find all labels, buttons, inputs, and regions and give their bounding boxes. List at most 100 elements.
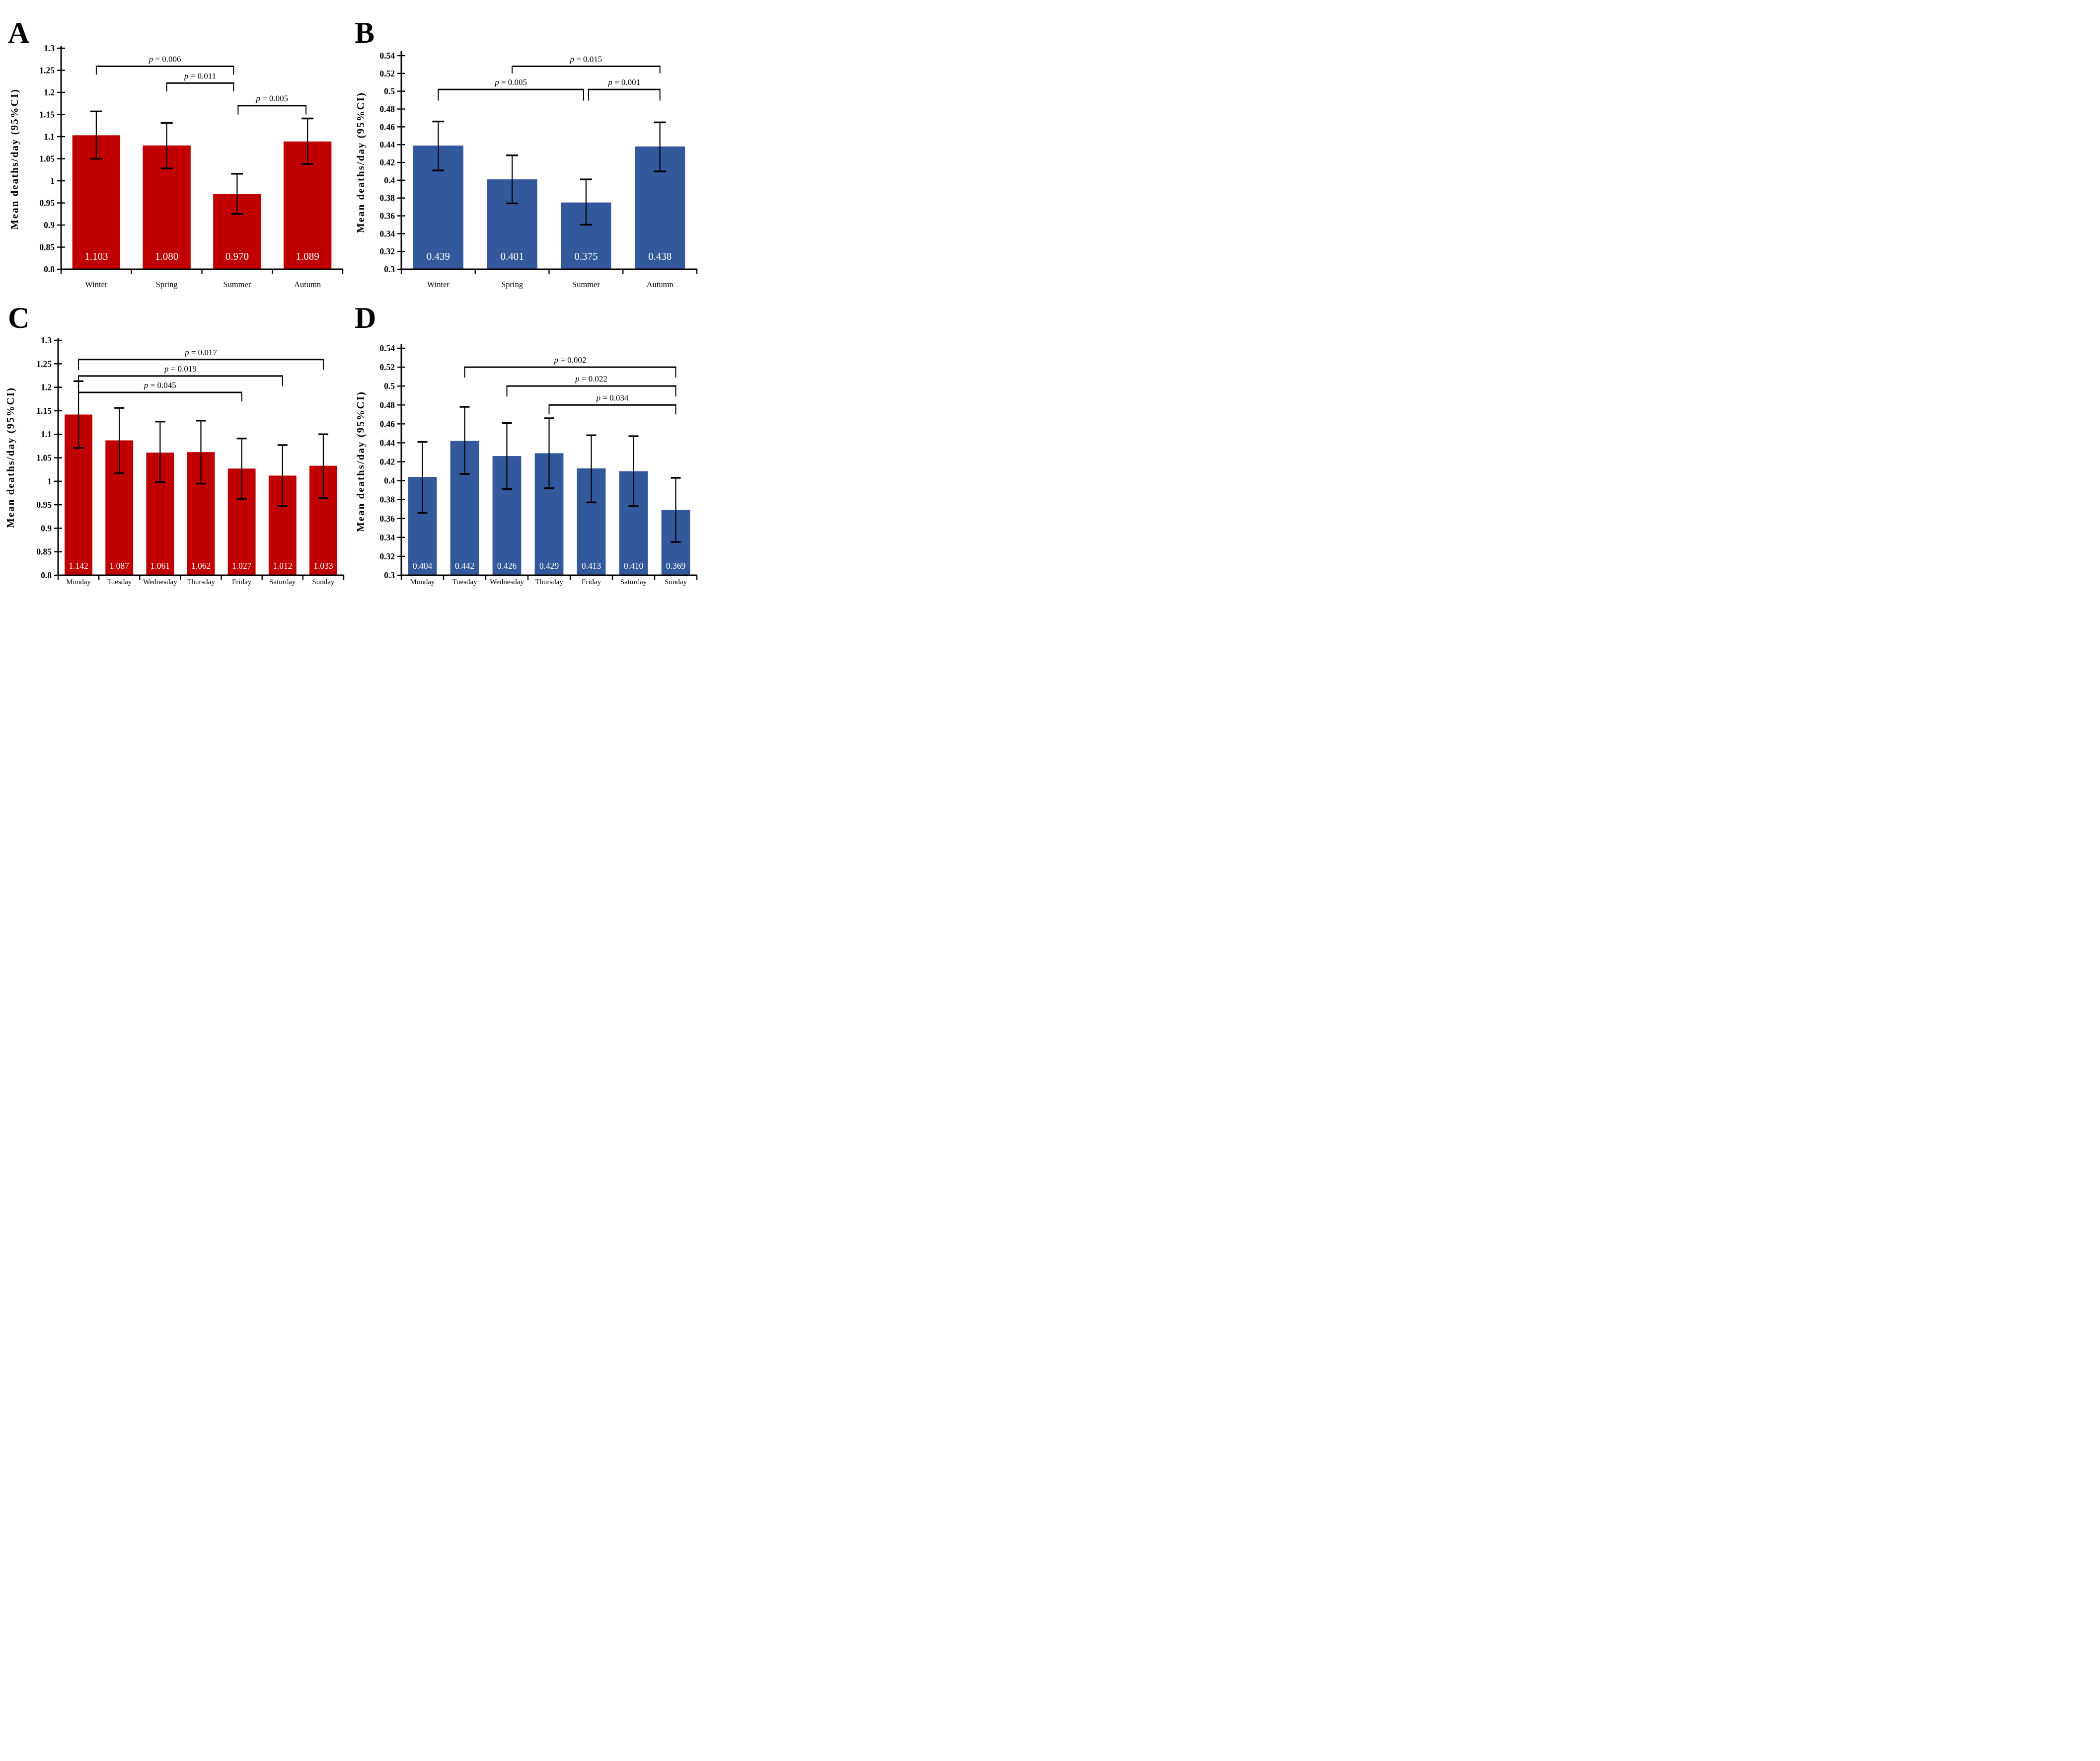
y-tick-label: 0.54	[379, 343, 395, 353]
bar-value-label: 0.429	[539, 561, 559, 571]
bar-value-label: 0.439	[427, 250, 450, 262]
y-tick-label: 0.38	[379, 495, 395, 505]
x-category-label: Thursday	[535, 578, 563, 586]
x-category-label: Autumn	[647, 280, 674, 289]
bar-value-label: 0.438	[648, 250, 672, 262]
bar-value-label: 0.369	[666, 561, 686, 571]
y-tick-label: 1.15	[39, 110, 55, 120]
bar-value-label: 1.089	[296, 250, 319, 262]
bar-value-label: 1.103	[84, 250, 108, 262]
p-value-label: p = 0.022	[575, 374, 607, 383]
p-value-label: p = 0.045	[144, 381, 176, 390]
y-axis-title: Mean deaths/day (95%CI)	[4, 387, 16, 528]
y-tick-label: 1.15	[36, 406, 52, 416]
y-tick-label: 0.52	[379, 362, 395, 372]
y-axis-title: Mean deaths/day (95%CI)	[355, 391, 367, 532]
y-tick-label: 0.85	[36, 547, 52, 557]
y-tick-label: 0.85	[39, 242, 55, 252]
p-value-label: p = 0.011	[184, 71, 216, 80]
y-tick-label: 1.1	[41, 429, 52, 439]
y-tick-label: 0.44	[379, 140, 395, 150]
x-category-label: Wednesday	[490, 578, 524, 586]
x-category-label: Tuesday	[452, 578, 477, 586]
y-tick-label: 0.38	[379, 193, 395, 203]
bar-value-label: 1.033	[313, 561, 333, 571]
y-tick-label: 1	[47, 476, 52, 486]
y-tick-label: 0.44	[379, 438, 395, 448]
bar-value-label: 1.062	[191, 561, 211, 571]
bar-value-label: 0.410	[624, 561, 644, 571]
x-category-label: Sunday	[665, 578, 687, 586]
x-category-label: Thursday	[187, 578, 215, 586]
bar-value-label: 1.142	[69, 561, 88, 571]
y-tick-label: 1.2	[41, 383, 52, 392]
x-category-label: Saturday	[269, 578, 296, 586]
x-category-label: Spring	[156, 280, 178, 289]
y-tick-label: 0.42	[379, 457, 395, 467]
y-tick-label: 0.52	[379, 69, 395, 78]
panel-C: 1.3 1.25 1.2 1.15 1.1 1.05 1 0.95 0.9 0.85 0.8 Mond…	[4, 302, 345, 586]
y-tick-label: 1.2	[44, 87, 55, 97]
bar-value-label: 1.080	[155, 250, 178, 262]
x-category-label: Winter	[85, 280, 108, 289]
p-value-label: p = 0.006	[149, 54, 181, 64]
p-value-label: p = 0.015	[569, 55, 602, 64]
y-tick-label: 0.54	[379, 51, 395, 61]
panel-letter: A	[8, 16, 29, 49]
bar-value-label: 1.087	[110, 561, 130, 571]
y-tick-label: 0.46	[379, 122, 395, 132]
x-category-label: Friday	[582, 578, 601, 586]
y-tick-label: 1.3	[41, 335, 52, 345]
bar-value-label: 0.401	[501, 250, 524, 262]
x-category-label: Friday	[232, 578, 252, 586]
y-tick-label: 0.36	[379, 514, 395, 524]
y-tick-label: 0.32	[379, 246, 395, 256]
panel-D: 0.54 0.52 0.5 0.48 0.46 0.44 0.42 0.4 0.38 0.36 0.…	[355, 302, 698, 586]
y-tick-label: 0.5	[384, 86, 395, 96]
y-tick-label: 0.95	[36, 500, 52, 510]
bar-value-label: 0.413	[582, 561, 601, 571]
y-tick-label: 0.3	[384, 570, 395, 580]
y-tick-label: 0.8	[44, 264, 55, 274]
y-tick-label: 0.48	[379, 104, 395, 114]
y-axis-title: Mean deaths/day (95%CI)	[355, 92, 367, 233]
y-tick-label: 1.3	[44, 43, 55, 53]
four-panel-bar-chart-figure: 1.3 1.25 1.2 1.15 1.1 1.05 1 0.95 0.9 0.85 0.8 Wint…	[0, 0, 700, 587]
x-category-label: Autumn	[294, 280, 321, 289]
y-axis-title: Mean deaths/day (95%CI)	[8, 88, 20, 230]
y-tick-label: 0.95	[39, 198, 55, 208]
bar-value-label: 0.442	[455, 561, 474, 571]
x-category-label: Winter	[427, 280, 450, 289]
y-tick-label: 0.36	[379, 211, 395, 221]
y-tick-label: 1.1	[44, 132, 55, 142]
p-value-label: p = 0.005	[255, 94, 288, 103]
x-category-label: Spring	[501, 280, 523, 289]
panel-letter: C	[8, 302, 29, 334]
p-value-label: p = 0.019	[164, 364, 197, 374]
y-tick-label: 1.25	[39, 66, 55, 76]
panel-B: 0.54 0.52 0.5 0.48 0.46 0.44 0.42 0.4 0.38 0.36 0.…	[355, 16, 698, 289]
y-tick-label: 0.32	[379, 551, 395, 561]
y-tick-label: 1.05	[39, 154, 55, 164]
x-category-label: Monday	[410, 578, 435, 586]
panel-letter: D	[355, 302, 376, 334]
bar-value-label: 1.012	[273, 561, 292, 571]
p-value-label: p = 0.005	[494, 77, 527, 87]
y-tick-label: 0.9	[44, 220, 55, 230]
p-value-label: p = 0.001	[607, 77, 640, 87]
y-tick-label: 1	[50, 176, 55, 186]
y-tick-label: 1.05	[36, 453, 52, 463]
bar-value-label: 0.404	[413, 561, 433, 571]
x-category-label: Tuesday	[107, 578, 132, 586]
y-tick-label: 0.34	[379, 533, 395, 542]
y-tick-label: 0.3	[384, 264, 395, 274]
y-tick-label: 0.4	[384, 175, 395, 185]
y-tick-label: 0.4	[384, 476, 395, 486]
p-value-label: p = 0.034	[596, 393, 629, 402]
x-category-label: Monday	[66, 578, 91, 586]
x-category-label: Sunday	[312, 578, 335, 586]
bar-value-label: 1.027	[232, 561, 252, 571]
y-tick-label: 0.8	[41, 570, 52, 580]
panel-letter: B	[355, 16, 375, 49]
y-tick-label: 0.9	[41, 523, 52, 533]
